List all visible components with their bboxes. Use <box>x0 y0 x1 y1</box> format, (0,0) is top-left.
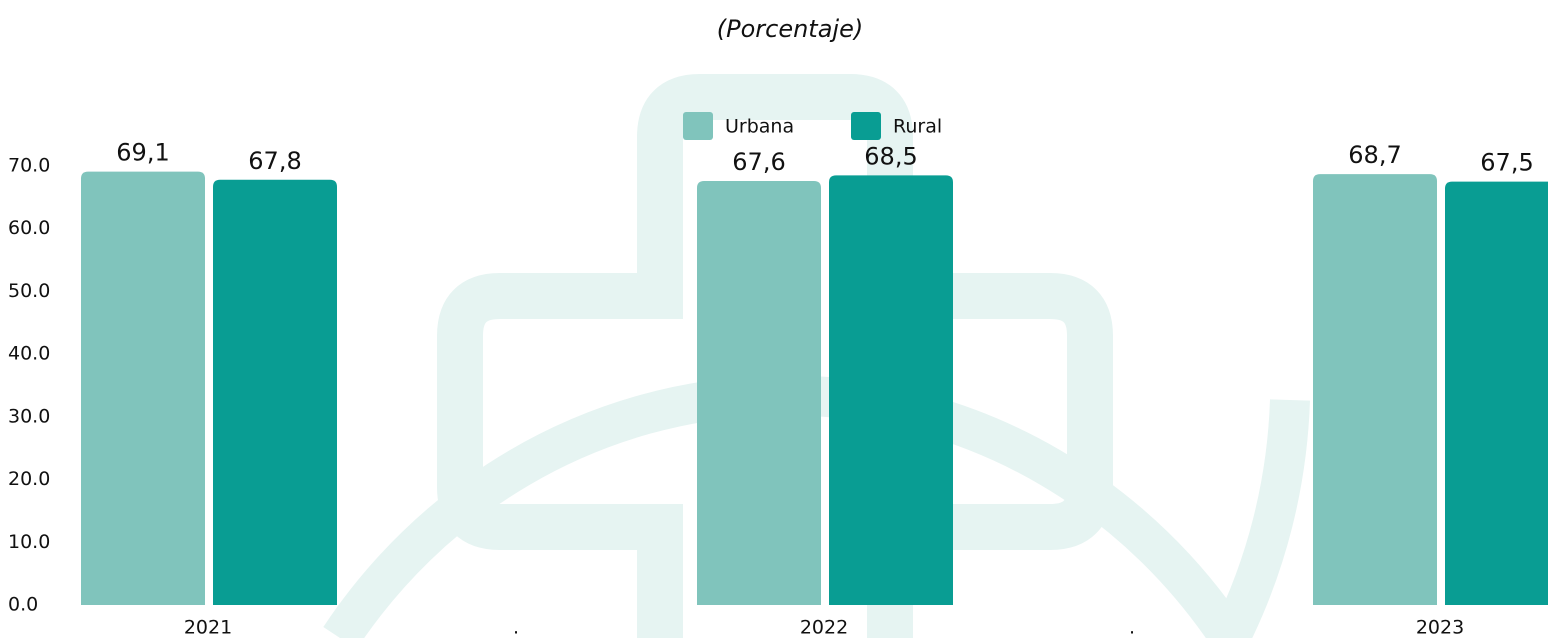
x-tick-label: . <box>513 617 519 638</box>
y-tick-label: 50.0 <box>8 280 50 302</box>
bar <box>697 181 821 605</box>
bar <box>213 179 337 605</box>
bar <box>1313 174 1437 605</box>
x-tick-label: 2023 <box>1416 617 1464 638</box>
x-tick-label: . <box>1129 617 1135 638</box>
data-label: 67,5 <box>1480 149 1533 177</box>
legend-label: Urbana <box>725 116 794 138</box>
bar <box>829 175 953 605</box>
data-label: 67,8 <box>248 147 301 175</box>
bar <box>81 171 205 605</box>
y-tick-label: 40.0 <box>8 343 50 365</box>
y-tick-label: 60.0 <box>8 217 50 239</box>
y-tick-label: 20.0 <box>8 468 50 490</box>
chart-title: (Porcentaje) <box>717 15 863 43</box>
legend-label: Rural <box>893 116 942 138</box>
data-label: 69,1 <box>116 139 169 167</box>
data-label: 67,6 <box>732 148 785 176</box>
x-tick-label: 2021 <box>184 617 232 638</box>
y-tick-label: 0.0 <box>8 594 38 616</box>
bar <box>1445 181 1548 605</box>
x-tick-label: 2022 <box>800 617 848 638</box>
data-label: 68,7 <box>1348 141 1401 169</box>
legend-swatch <box>683 112 713 140</box>
legend-swatch <box>851 112 881 140</box>
y-tick-label: 30.0 <box>8 405 50 427</box>
data-label: 68,5 <box>864 142 917 170</box>
y-tick-label: 70.0 <box>8 155 50 177</box>
y-tick-label: 10.0 <box>8 531 50 553</box>
